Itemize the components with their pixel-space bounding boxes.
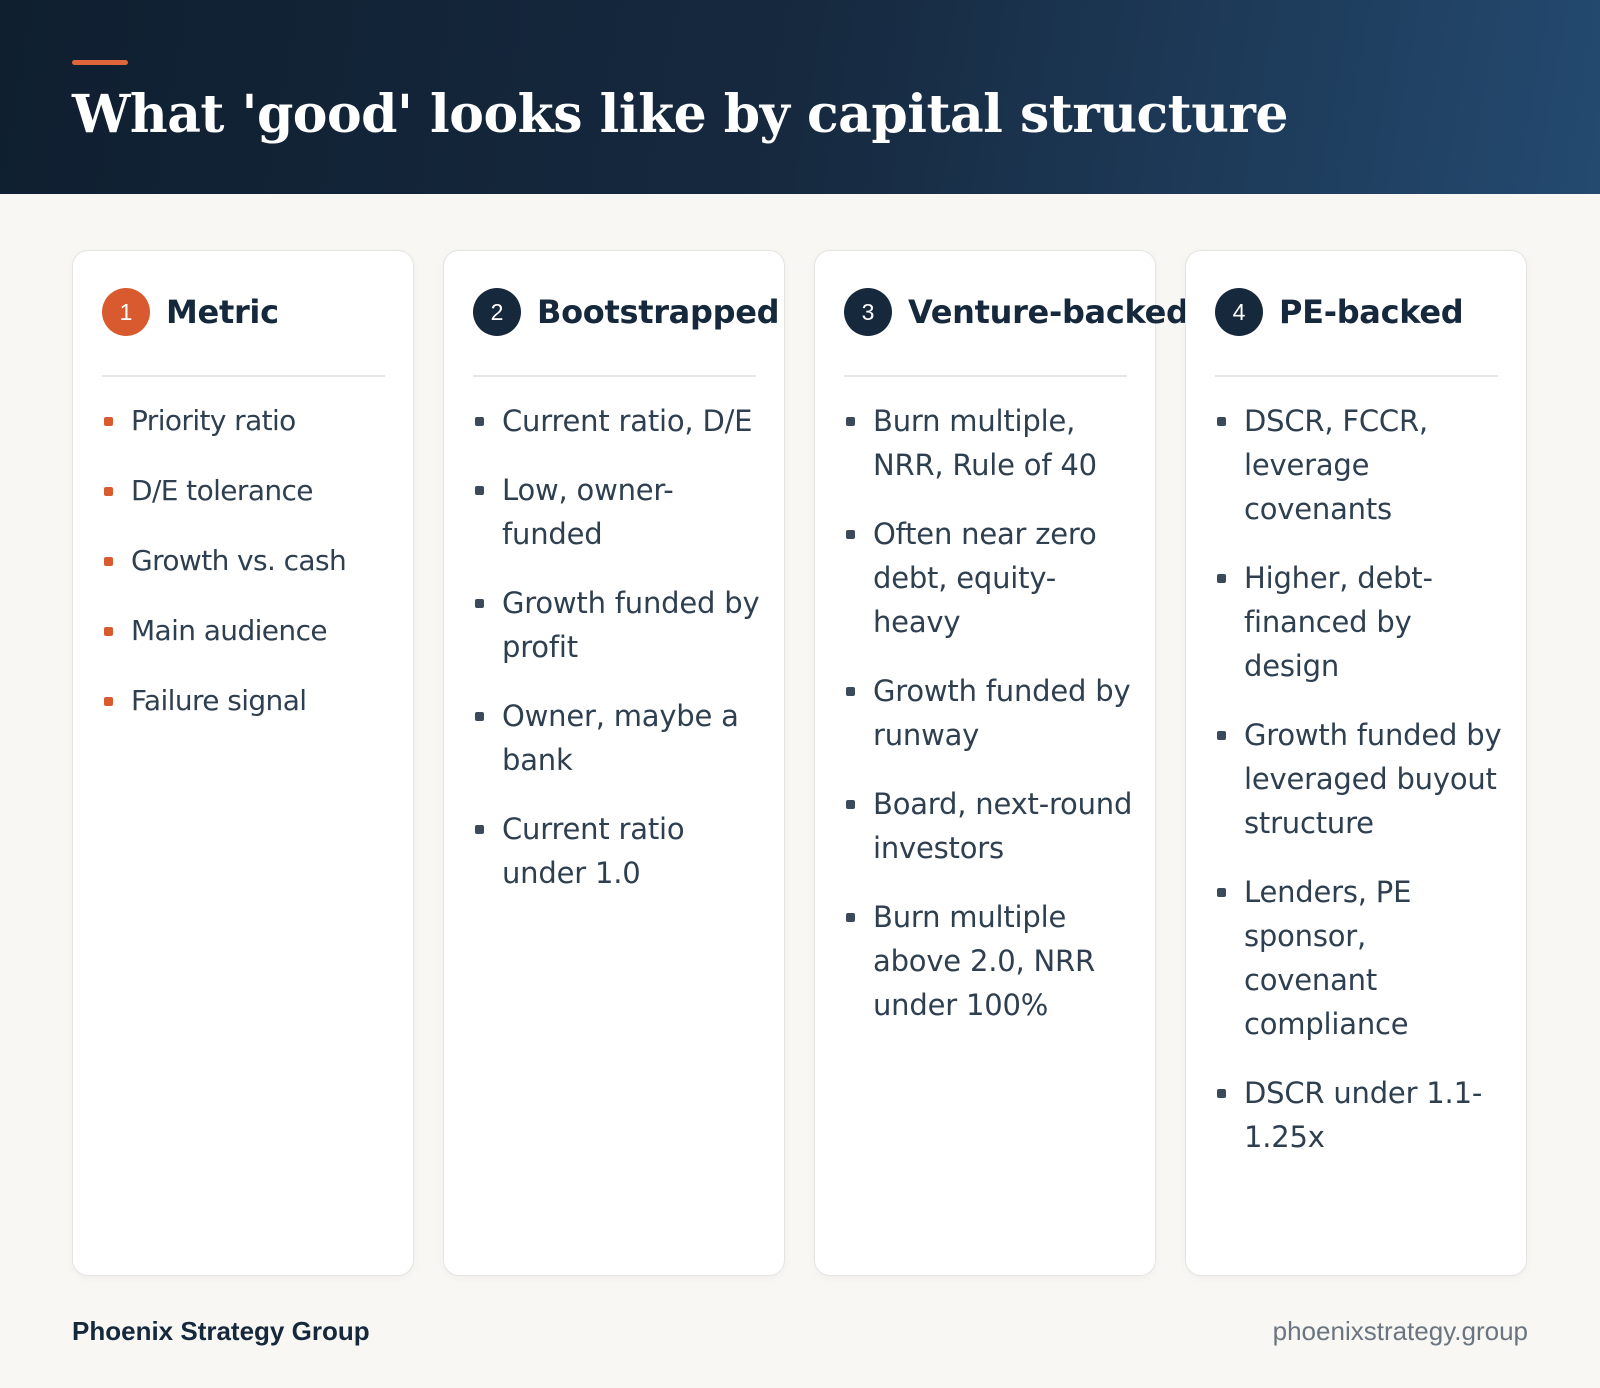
column-card-metric: 1 Metric Priority ratio D/E tolerance Gr… (72, 250, 414, 1276)
divider (1215, 375, 1498, 377)
list-item: DSCR under 1.1-1.25x (1215, 1071, 1505, 1159)
list-item-text: Burn multiple above 2.0, NRR under 100% (873, 900, 1095, 1022)
column-list: Burn multiple, NRR, Rule of 40 Often nea… (844, 399, 1134, 1052)
bullet-icon (1217, 888, 1226, 897)
list-item: Higher, debt-financed by design (1215, 556, 1505, 688)
list-item: Growth funded by runway (844, 669, 1134, 757)
list-item: DSCR, FCCR, leverage covenants (1215, 399, 1505, 531)
bullet-icon (1217, 574, 1226, 583)
list-item: Burn multiple above 2.0, NRR under 100% (844, 895, 1134, 1027)
list-item-text: Current ratio under 1.0 (502, 812, 685, 890)
list-item-text: Lenders, PE sponsor, covenant compliance (1244, 875, 1412, 1041)
header-banner: What 'good' looks like by capital struct… (0, 0, 1600, 194)
column-header: 4 PE-backed (1215, 287, 1464, 337)
column-title: Metric (166, 293, 279, 331)
bullet-icon (475, 486, 484, 495)
list-item-text: Owner, maybe a bank (502, 699, 739, 777)
list-item: Low, owner-funded (473, 468, 763, 556)
list-item: Growth vs. cash (102, 539, 392, 583)
list-item: Growth funded by leveraged buyout struct… (1215, 713, 1505, 845)
list-item-text: Burn multiple, NRR, Rule of 40 (873, 404, 1097, 482)
list-item-text: Growth funded by leveraged buyout struct… (1244, 718, 1502, 840)
number-badge: 3 (844, 288, 892, 336)
column-title: Venture-backed (908, 293, 1189, 331)
bullet-icon (846, 687, 855, 696)
list-item-text: Board, next-round investors (873, 787, 1133, 865)
bullet-icon (104, 697, 113, 706)
accent-bar (72, 60, 128, 65)
list-item-text: Current ratio, D/E (502, 404, 753, 438)
bullet-icon (475, 825, 484, 834)
list-item-text: DSCR under 1.1-1.25x (1244, 1076, 1483, 1154)
list-item-text: Priority ratio (131, 404, 296, 437)
column-card-pe-backed: 4 PE-backed DSCR, FCCR, leverage covenan… (1185, 250, 1527, 1276)
list-item-text: Growth vs. cash (131, 544, 347, 577)
divider (102, 375, 385, 377)
list-item: Growth funded by profit (473, 581, 763, 669)
list-item-text: Growth funded by runway (873, 674, 1131, 752)
bullet-icon (1217, 1089, 1226, 1098)
bullet-icon (475, 712, 484, 721)
bullet-icon (1217, 731, 1226, 740)
list-item: Failure signal (102, 679, 392, 723)
bullet-icon (104, 627, 113, 636)
list-item: Owner, maybe a bank (473, 694, 763, 782)
list-item: Main audience (102, 609, 392, 653)
list-item-text: Higher, debt-financed by design (1244, 561, 1433, 683)
footer-url[interactable]: phoenixstrategy.group (1272, 1316, 1528, 1346)
column-title: Bootstrapped (537, 293, 780, 331)
bullet-icon (104, 487, 113, 496)
bullet-icon (846, 913, 855, 922)
list-item-text: Low, owner-funded (502, 473, 674, 551)
bullet-icon (104, 417, 113, 426)
divider (844, 375, 1127, 377)
list-item: Board, next-round investors (844, 782, 1134, 870)
bullet-icon (104, 557, 113, 566)
page-title: What 'good' looks like by capital struct… (72, 84, 1289, 145)
column-card-bootstrapped: 2 Bootstrapped Current ratio, D/E Low, o… (443, 250, 785, 1276)
divider (473, 375, 756, 377)
list-item-text: Often near zero debt, equity-heavy (873, 517, 1097, 639)
bullet-icon (1217, 417, 1226, 426)
number-badge: 1 (102, 288, 150, 336)
list-item: D/E tolerance (102, 469, 392, 513)
footer-brand: Phoenix Strategy Group (72, 1316, 370, 1346)
column-card-venture-backed: 3 Venture-backed Burn multiple, NRR, Rul… (814, 250, 1189, 1276)
list-item: Priority ratio (102, 399, 392, 443)
bullet-icon (846, 530, 855, 539)
list-item: Current ratio under 1.0 (473, 807, 763, 895)
comparison-columns: 1 Metric Priority ratio D/E tolerance Gr… (72, 250, 1528, 1278)
column-header: 3 Venture-backed (844, 287, 1189, 337)
bullet-icon (475, 417, 484, 426)
number-badge: 4 (1215, 288, 1263, 336)
column-header: 1 Metric (102, 287, 279, 337)
column-list: Current ratio, D/E Low, owner-funded Gro… (473, 399, 763, 920)
list-item: Burn multiple, NRR, Rule of 40 (844, 399, 1134, 487)
number-badge: 2 (473, 288, 521, 336)
column-list: DSCR, FCCR, leverage covenants Higher, d… (1215, 399, 1505, 1184)
bullet-icon (846, 417, 855, 426)
column-title: PE-backed (1279, 293, 1464, 331)
column-header: 2 Bootstrapped (473, 287, 780, 337)
bullet-icon (846, 800, 855, 809)
list-item-text: D/E tolerance (131, 474, 314, 507)
list-item-text: Main audience (131, 614, 328, 647)
list-item: Often near zero debt, equity-heavy (844, 512, 1134, 644)
bullet-icon (475, 599, 484, 608)
list-item: Lenders, PE sponsor, covenant compliance (1215, 870, 1505, 1046)
list-item-text: Growth funded by profit (502, 586, 760, 664)
list-item: Current ratio, D/E (473, 399, 763, 443)
column-list: Priority ratio D/E tolerance Growth vs. … (102, 399, 392, 749)
list-item-text: DSCR, FCCR, leverage covenants (1244, 404, 1428, 526)
list-item-text: Failure signal (131, 684, 307, 717)
